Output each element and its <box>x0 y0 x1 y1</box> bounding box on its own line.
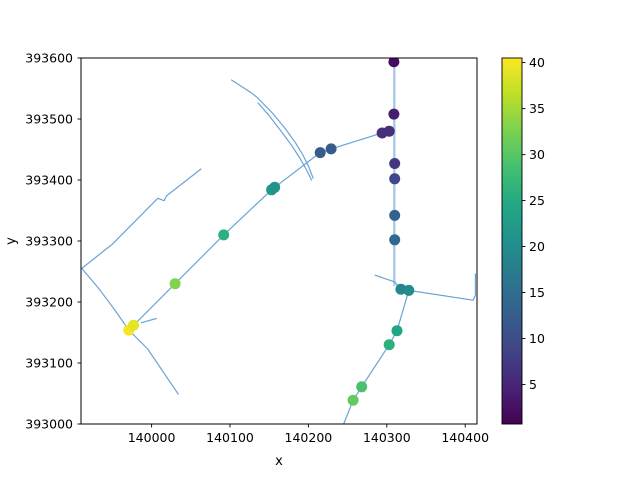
road-network <box>81 60 476 424</box>
y-tick-label: 393200 <box>25 295 73 310</box>
scatter-point <box>388 58 400 68</box>
colorbar-gradient <box>501 57 523 425</box>
main-diagonal-road <box>128 130 396 331</box>
y-axis-label: y <box>4 237 19 245</box>
colorbar-tick-label: 10 <box>529 331 545 346</box>
junction-right-road <box>374 273 476 301</box>
colorbar-tick-label: 5 <box>529 377 537 392</box>
scatter-point <box>389 173 401 185</box>
x-tick-label: 140200 <box>285 430 333 445</box>
y-tick-label: 393100 <box>25 356 73 371</box>
curve-road-b <box>257 102 313 181</box>
colorbar-tick-label: 30 <box>529 147 545 162</box>
colorbar: 5 10 15 20 25 30 35 40 <box>501 55 545 425</box>
axes-frame: 140000 140100 140200 140300 140400 393000 3931… <box>25 51 489 446</box>
y-tick-label: 393500 <box>25 112 73 127</box>
left-v-lower-road <box>81 267 179 395</box>
x-tick-label: 140100 <box>206 430 254 445</box>
scatter-point <box>403 284 415 296</box>
y-tick-label: 393600 <box>25 51 73 66</box>
scatter-point <box>391 325 403 337</box>
scatter-point <box>389 209 401 221</box>
scatter-point <box>383 339 395 351</box>
colorbar-tick-label: 20 <box>529 239 545 254</box>
scatter-point <box>169 278 181 290</box>
colorbar-tick-label: 15 <box>529 285 545 300</box>
scatter-point <box>356 381 368 393</box>
colorbar-tick-label: 40 <box>529 55 545 70</box>
scatter-point <box>314 147 326 159</box>
scatter-point <box>389 158 401 169</box>
x-tick-label: 140000 <box>128 430 176 445</box>
scatter-point <box>325 143 337 155</box>
x-tick-label: 140300 <box>363 430 411 445</box>
curve-road-a <box>231 79 314 179</box>
scatter-point <box>347 394 359 406</box>
y-tick-label: 393300 <box>25 234 73 249</box>
y-tick-label: 393400 <box>25 173 73 188</box>
scatter-point <box>388 108 400 120</box>
y-tick-label: 393000 <box>25 417 73 432</box>
spur-road <box>140 317 157 324</box>
scatter-point <box>389 234 401 246</box>
scatter-point <box>128 319 139 331</box>
colorbar-tick-label: 25 <box>529 193 545 208</box>
scatter-point <box>383 125 395 137</box>
x-tick-label: 140400 <box>441 430 489 445</box>
scatter-points <box>123 58 415 406</box>
colorbar-tick-label: 35 <box>529 101 545 116</box>
left-v-upper-road <box>81 168 202 269</box>
scatter-point <box>218 229 230 241</box>
scatter-point <box>269 181 281 193</box>
x-axis-label: x <box>275 454 283 469</box>
plot-border <box>80 57 478 425</box>
